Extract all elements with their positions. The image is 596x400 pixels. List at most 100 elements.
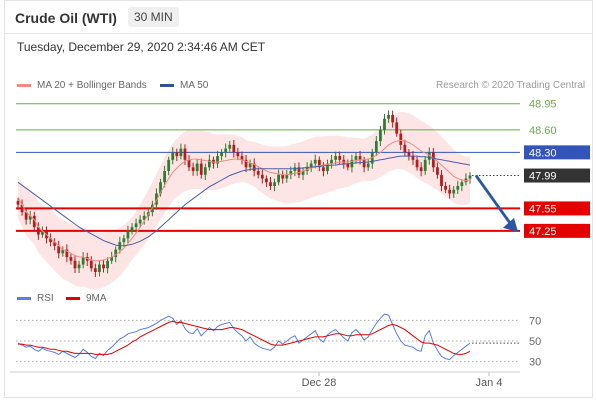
level-box-47.55 xyxy=(524,201,590,216)
candle xyxy=(179,143,183,160)
candle xyxy=(53,238,57,251)
candle-body xyxy=(203,167,207,175)
candle xyxy=(167,156,171,176)
candle-body xyxy=(228,144,232,149)
candle xyxy=(411,150,415,165)
candle xyxy=(163,165,166,188)
candle xyxy=(73,255,77,274)
candle xyxy=(427,147,431,165)
rsi-tick-label: 50 xyxy=(529,336,541,348)
candle xyxy=(436,162,439,179)
candle xyxy=(57,240,61,259)
candle xyxy=(419,162,423,177)
candle-body xyxy=(395,122,399,134)
candle-body xyxy=(89,260,93,269)
timeframe-badge[interactable]: 30 MIN xyxy=(128,7,179,27)
candle xyxy=(322,162,325,177)
candle xyxy=(89,256,93,272)
candle-body xyxy=(452,189,456,194)
candle-body xyxy=(155,193,158,205)
candle xyxy=(199,158,203,179)
candle xyxy=(41,226,44,238)
candle xyxy=(228,140,232,152)
candle-body xyxy=(244,159,248,168)
candle-body xyxy=(69,257,73,261)
candle xyxy=(379,125,382,147)
candle xyxy=(252,158,256,177)
candle-body xyxy=(448,189,452,194)
instrument-title: Crude Oil (WTI) xyxy=(15,10,117,26)
candle xyxy=(423,156,427,175)
candle-body xyxy=(436,167,439,175)
candle-body xyxy=(93,268,97,272)
candle xyxy=(330,154,333,169)
candle-body xyxy=(460,182,464,186)
candle xyxy=(456,180,460,194)
candle xyxy=(440,170,443,192)
candle xyxy=(93,263,97,278)
candle-body xyxy=(317,159,321,168)
candle-body xyxy=(240,156,244,160)
candle-body xyxy=(195,163,199,172)
candle-body xyxy=(313,159,317,164)
candle-body xyxy=(77,264,81,269)
candle xyxy=(444,181,447,194)
candle xyxy=(224,143,228,158)
candle-body xyxy=(24,212,28,220)
level-box-48.30 xyxy=(524,145,590,160)
candle xyxy=(220,148,224,161)
candle-body xyxy=(383,118,386,130)
candle-body xyxy=(427,152,431,160)
candle-body xyxy=(309,163,313,168)
candle-body xyxy=(41,230,44,235)
candle-body xyxy=(338,156,342,160)
candle xyxy=(77,260,81,274)
candle-body xyxy=(159,182,162,194)
candle-body xyxy=(260,174,264,179)
candle-body xyxy=(289,171,293,175)
candle-body xyxy=(285,174,289,179)
level-box-47.25 xyxy=(524,223,590,238)
level-label-48.60: 48.60 xyxy=(529,125,557,137)
candle-body xyxy=(81,257,85,265)
candle-body xyxy=(391,114,395,123)
candle xyxy=(285,170,289,183)
candle xyxy=(374,136,378,156)
candle xyxy=(232,139,236,158)
candle-body xyxy=(423,159,427,172)
candle-body xyxy=(179,148,183,157)
candle xyxy=(244,155,248,173)
candle-body xyxy=(20,204,24,213)
candle xyxy=(415,156,419,171)
rsi-swatch xyxy=(17,297,31,300)
candle-body xyxy=(301,171,305,175)
candle-body xyxy=(297,167,301,175)
level-label-48.30: 48.30 xyxy=(529,147,557,159)
candle xyxy=(102,259,105,273)
candle xyxy=(191,162,195,176)
candle xyxy=(138,215,142,227)
candle-body xyxy=(102,264,105,269)
candle xyxy=(134,218,138,233)
candle xyxy=(203,163,207,181)
candle-body xyxy=(326,163,329,172)
legend-rsi: RSI xyxy=(17,293,54,304)
x-tick-label: Dec 28 xyxy=(302,377,337,389)
candle-body xyxy=(98,264,101,272)
ma50-line xyxy=(17,155,471,247)
candle xyxy=(240,151,244,165)
candle xyxy=(260,169,264,184)
candle-body xyxy=(126,230,130,239)
candle xyxy=(69,253,73,265)
ma9-line xyxy=(18,320,471,355)
credit-text: Research © 2020 Trading Central xyxy=(436,80,586,91)
candle-body xyxy=(354,156,358,160)
chart-header: Crude Oil (WTI) 30 MIN xyxy=(4,0,593,34)
legend-ma9-label: 9MA xyxy=(86,293,107,304)
candle xyxy=(431,148,435,173)
candle-body xyxy=(346,163,350,168)
candle-body xyxy=(32,215,36,228)
candle-body xyxy=(330,159,333,164)
candle-body xyxy=(248,163,252,168)
candle xyxy=(387,110,390,123)
